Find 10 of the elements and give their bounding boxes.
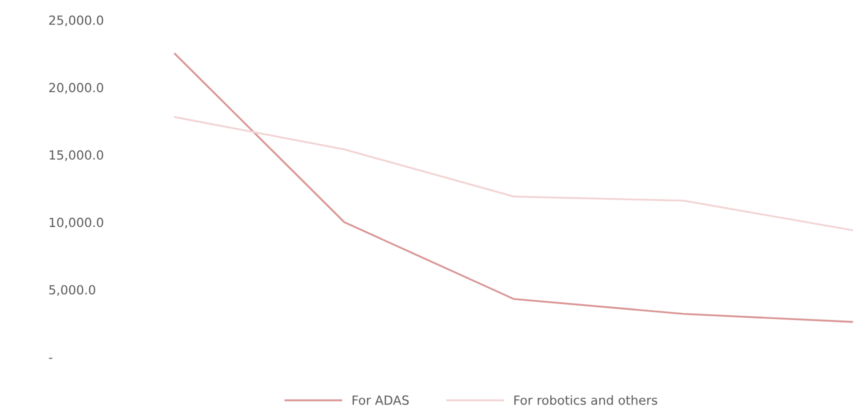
line-series bbox=[174, 52, 853, 323]
y-tick-label: 15,000.0 bbox=[50, 150, 104, 161]
y-tick-label: 20,000.0 bbox=[49, 82, 104, 94]
y-tick-label: - bbox=[48, 358, 52, 359]
line-series bbox=[174, 116, 853, 232]
y-tick-label: 5,000.0 bbox=[49, 285, 96, 296]
legend-label: For robotics and others bbox=[514, 395, 658, 405]
legend-label: For ADAS bbox=[352, 395, 409, 405]
y-tick-label: 10,000.0 bbox=[50, 218, 104, 228]
y-tick-label: 25,000.0 bbox=[49, 15, 104, 26]
